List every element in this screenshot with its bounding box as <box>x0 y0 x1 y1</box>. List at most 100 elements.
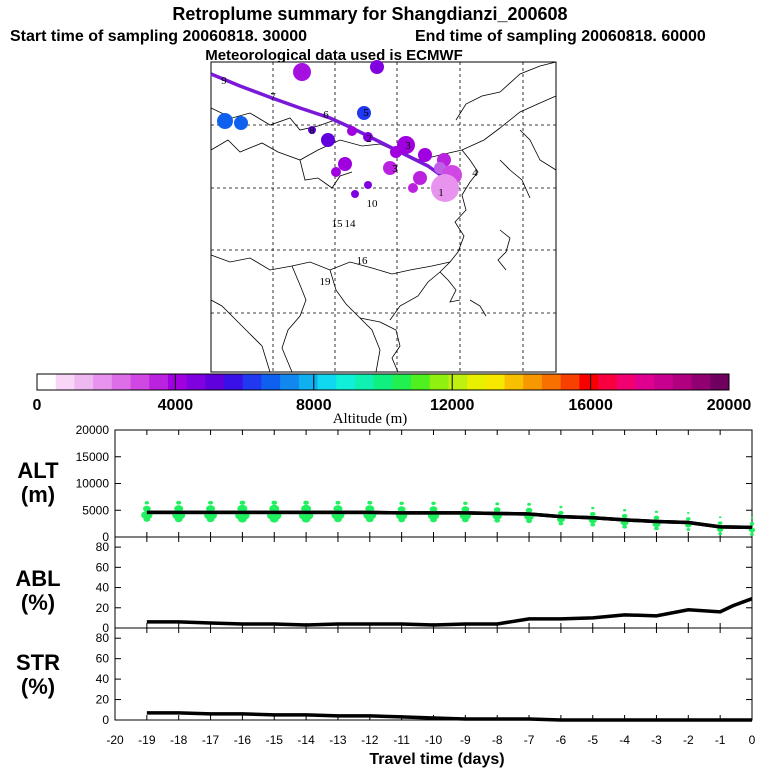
alt-spread-dot <box>301 504 312 513</box>
alt-spread-dot <box>686 528 691 531</box>
x-tick-label: -8 <box>492 733 503 747</box>
map-time-label: 10 <box>367 198 379 210</box>
colorbar-swatch <box>186 374 206 390</box>
alt-spread-dot <box>654 526 659 531</box>
alt-spread-dot <box>687 511 690 514</box>
coastline <box>497 229 511 271</box>
colorbar-label: Altitude (m) <box>333 411 408 427</box>
colorbar-swatch <box>523 374 543 390</box>
colorbar-swatch <box>392 374 412 390</box>
plume-circle <box>408 183 418 193</box>
alt-spread-dot <box>461 506 470 513</box>
alt-spread-dot <box>495 502 500 506</box>
colorbar-swatch <box>74 374 94 390</box>
alt-spread-dot <box>653 515 660 520</box>
alt-spread-dot <box>463 501 468 505</box>
colorbar-tick-label: 4000 <box>158 397 194 414</box>
alt-panel-unit: (m) <box>21 482 55 507</box>
alt-spread-dot <box>431 501 436 505</box>
x-tick-label: -3 <box>651 733 662 747</box>
coastline <box>281 265 307 373</box>
altitude-colorbar: 0 4000 8000 12000 16000 20000 <box>33 373 751 414</box>
abl-frame <box>114 536 753 629</box>
map-time-label: 3 <box>392 163 398 175</box>
x-tick-label: -18 <box>170 733 188 747</box>
colorbar-swatch <box>672 374 693 390</box>
alt-ytick-label: 5000 <box>82 503 109 517</box>
colorbar-swatch <box>616 374 636 390</box>
alt-ytick-label: 15000 <box>76 450 110 464</box>
x-tick-label: -14 <box>297 733 315 747</box>
alt-spread-dot <box>686 517 691 521</box>
colorbar-swatch <box>485 374 506 390</box>
plume-circle <box>293 63 311 81</box>
alt-panel-name: ALT <box>17 458 59 483</box>
colorbar-swatch <box>167 374 188 390</box>
colorbar-tick-label: 12000 <box>430 397 475 414</box>
alt-spread-dot <box>623 509 627 512</box>
alt-spread-dot <box>303 500 309 505</box>
alt-spread-dot <box>142 505 151 512</box>
colorbar-swatch <box>710 374 730 390</box>
colorbar-swatch <box>467 374 487 390</box>
plume-circle <box>351 190 359 198</box>
colorbar-swatch <box>373 374 393 390</box>
colorbar-swatch <box>317 374 337 390</box>
abl-series-line <box>146 597 753 627</box>
coastline <box>469 299 487 317</box>
alt-spread-dot <box>717 521 723 525</box>
coastline <box>439 271 461 303</box>
abl-panel-unit: (%) <box>21 590 55 615</box>
colorbar-swatch <box>37 374 57 390</box>
map-time-label: 6 <box>323 109 329 121</box>
x-tick-label: -11 <box>393 733 410 747</box>
alt-spread-dot <box>654 510 659 514</box>
x-axis-label: Travel time (days) <box>369 751 504 768</box>
colorbar-swatch <box>93 374 113 390</box>
coastline <box>299 159 353 189</box>
colorbar-swatch <box>635 374 655 390</box>
x-tick-label: -4 <box>619 733 630 747</box>
abl-panel-name: ABL <box>15 566 60 591</box>
plume-circle <box>331 167 341 177</box>
alt-panel: 0 5000 10000 15000 20000 <box>76 423 756 544</box>
colorbar-swatch <box>111 374 132 390</box>
plume-circle <box>370 60 384 74</box>
colorbar-swatch <box>354 374 375 390</box>
map-time-label: 9 <box>221 75 227 87</box>
colorbar-swatch <box>130 374 150 390</box>
alt-spread-dot <box>525 507 533 513</box>
x-tick-label: -15 <box>266 733 284 747</box>
map-time-label: 14 <box>345 218 357 230</box>
map-frame <box>210 61 557 373</box>
plume-circle <box>308 126 316 134</box>
plume-circle <box>431 174 459 202</box>
coastline <box>210 299 271 373</box>
x-tick-label: 0 <box>749 733 756 747</box>
colorbar-swatch <box>149 374 169 390</box>
coastline <box>499 159 531 199</box>
alt-spread-dot <box>590 522 596 527</box>
alt-spread-dot <box>527 502 531 506</box>
str-frame <box>114 627 753 721</box>
plume-circle <box>397 136 415 154</box>
alt-spread-dot <box>269 504 280 513</box>
alt-spread-dot <box>174 505 184 513</box>
coastline <box>519 129 557 171</box>
alt-spread-dot <box>333 505 343 513</box>
abl-ytick-label: 60 <box>96 560 110 574</box>
alt-ytick-label: 0 <box>102 530 109 544</box>
colorbar-tick-label: 16000 <box>568 397 613 414</box>
colorbar-swatch <box>242 374 262 390</box>
plume-circle <box>347 126 357 136</box>
alt-spread-dot <box>622 525 627 529</box>
alt-spread-dot <box>558 521 564 526</box>
colorbar-swatch <box>205 374 225 390</box>
str-ytick-label: 60 <box>96 652 110 666</box>
str-ytick-label: 40 <box>96 672 110 686</box>
colorbar-swatch <box>654 374 674 390</box>
colorbar-swatch <box>224 374 244 390</box>
abl-ytick-label: 80 <box>96 540 110 554</box>
coastline <box>210 107 336 131</box>
alt-ytick-label: 10000 <box>76 477 110 491</box>
